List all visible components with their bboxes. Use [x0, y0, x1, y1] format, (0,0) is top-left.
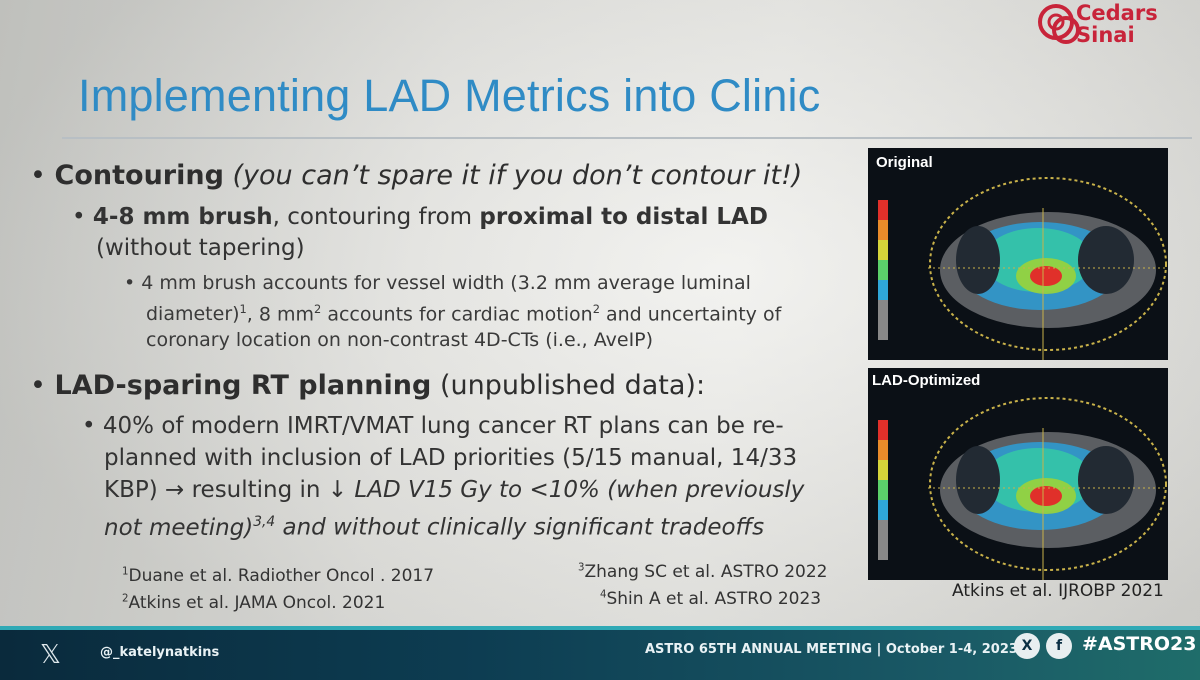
sub-bullet-brush: • 4-8 mm brush, contouring from proximal… [72, 204, 768, 261]
cedars-sinai-logo-icon [1038, 4, 1080, 44]
reference-2: 2Atkins et al. JAMA Oncol. 2021 [122, 593, 386, 613]
twitter-handle: @_katelynatkins [100, 645, 220, 660]
ct-image-original: Original [868, 148, 1168, 360]
sub-sub-bullet-brush-detail: • 4 mm brush accounts for vessel width (… [124, 272, 782, 352]
bullet-contouring-heading: Contouring [54, 160, 224, 191]
image-label-lad-optimized: LAD-Optimized [868, 372, 985, 389]
ct-scan-lad-optimized-icon [868, 368, 1168, 580]
x-social-icon: X [1014, 633, 1040, 659]
facebook-icon: f [1046, 633, 1072, 659]
ct-image-lad-optimized: LAD-Optimized [868, 368, 1168, 580]
footer-accent-line [0, 626, 1200, 630]
title-divider [62, 137, 1192, 139]
x-logo-icon: 𝕏 [40, 640, 61, 670]
reference-3: 3Zhang SC et al. ASTRO 2022 [578, 562, 828, 582]
bullet-contouring: • Contouring (you can’t spare it if you … [30, 160, 803, 191]
bullet-lad-sparing: • LAD-sparing RT planning (unpublished d… [30, 370, 706, 401]
reference-4: 4Shin A et al. ASTRO 2023 [600, 589, 822, 609]
bullet-contouring-note: (you can’t spare it if you don’t contour… [232, 160, 803, 191]
sub-bullet-replanning: • 40% of modern IMRT/VMAT lung cancer RT… [82, 413, 805, 541]
image-caption: Atkins et al. IJROBP 2021 [952, 581, 1164, 601]
slide-title: Implementing LAD Metrics into Clinic [78, 70, 821, 121]
footer-bar [0, 626, 1200, 680]
ct-scan-original-icon [868, 148, 1168, 360]
meeting-info: ASTRO 65TH ANNUAL MEETING | October 1-4,… [645, 642, 1018, 657]
logo-text: Cedars Sinai [1076, 1, 1158, 47]
hashtag: #ASTRO23 [1082, 633, 1197, 655]
reference-1: 1Duane et al. Radiother Oncol . 2017 [122, 566, 435, 586]
image-label-original: Original [876, 154, 933, 171]
